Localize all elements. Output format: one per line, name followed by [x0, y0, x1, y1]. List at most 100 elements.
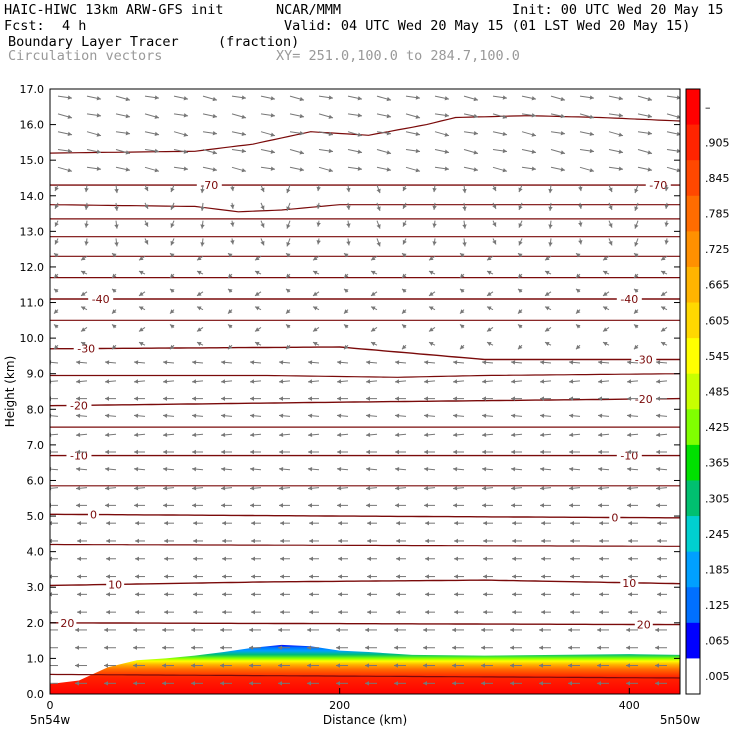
- vector-head: [191, 681, 195, 686]
- vector-head: [460, 324, 465, 329]
- vector-head: [139, 270, 144, 275]
- vector-head: [425, 574, 429, 579]
- vector-head: [598, 466, 603, 472]
- vector-head: [366, 396, 370, 401]
- contour-label-bg: [88, 292, 114, 305]
- vector-head: [346, 223, 351, 228]
- vector-head: [221, 432, 226, 438]
- vector-head: [328, 131, 333, 137]
- vector-head: [193, 520, 197, 526]
- contour-label: 0: [611, 511, 618, 524]
- vector-head: [270, 96, 275, 101]
- vector-head: [54, 204, 59, 209]
- vector-head: [570, 556, 574, 561]
- vector-head: [531, 132, 536, 137]
- vector-head: [197, 270, 202, 275]
- vector-head: [316, 240, 321, 245]
- vector-head: [357, 149, 362, 154]
- vector-head: [569, 449, 573, 455]
- vector-head: [125, 167, 130, 172]
- y-tick-label: 12.0: [20, 261, 45, 274]
- vector-head: [627, 466, 632, 472]
- section-end-label: 5n50w: [660, 713, 701, 727]
- vector-head: [221, 503, 225, 508]
- vector-head: [336, 663, 340, 668]
- vector-head: [376, 241, 381, 247]
- vector-head: [627, 432, 632, 438]
- vector-head: [626, 663, 630, 668]
- vector-head: [220, 645, 224, 650]
- vector-head: [402, 288, 407, 294]
- colorbar-label: .905: [705, 136, 730, 149]
- vector-head: [452, 645, 456, 650]
- colorbar-swatch: [686, 338, 700, 375]
- vector-head: [299, 167, 304, 172]
- vector-head: [270, 166, 275, 171]
- vector-head: [260, 223, 265, 228]
- vector-head: [454, 592, 458, 597]
- vector-head: [444, 166, 449, 171]
- vector-head: [424, 503, 428, 508]
- vector-head: [655, 681, 659, 686]
- vector-head: [337, 466, 342, 472]
- vector-head: [77, 592, 81, 597]
- vector-head: [569, 360, 574, 365]
- vector-head: [222, 592, 226, 597]
- vector-head: [255, 270, 260, 275]
- vector-head: [647, 113, 652, 119]
- vector-head: [453, 503, 457, 508]
- vector-head: [656, 466, 661, 472]
- vector-head: [366, 432, 371, 438]
- vector-head: [482, 466, 487, 472]
- vector-head: [286, 324, 291, 329]
- vector-head: [367, 520, 371, 526]
- field-units: (fraction): [218, 34, 300, 50]
- vector-head: [487, 291, 492, 296]
- vector-head: [286, 206, 291, 211]
- section-start-label: 5n54w: [30, 713, 71, 727]
- vector-head: [657, 592, 661, 597]
- vector-head: [570, 609, 574, 615]
- vector-head: [603, 270, 608, 275]
- vector-head: [54, 324, 59, 329]
- vector-head: [105, 449, 109, 455]
- vector-head: [518, 223, 523, 228]
- vector-head: [279, 486, 284, 491]
- vector-head: [462, 242, 467, 247]
- vector-head: [133, 627, 137, 633]
- vector-head: [376, 224, 381, 229]
- vector-head: [425, 520, 429, 526]
- contour-line: [50, 579, 680, 587]
- vector-head: [197, 306, 202, 311]
- vector-head: [170, 273, 175, 279]
- vector-head: [599, 592, 603, 597]
- vector-head: [164, 556, 168, 561]
- vector-head: [192, 503, 196, 508]
- colorbar-swatch: [686, 89, 700, 126]
- vector-head: [511, 486, 516, 491]
- vector-head: [502, 95, 507, 100]
- vector-head: [133, 645, 137, 650]
- vector-head: [286, 224, 291, 229]
- vector-head: [76, 413, 81, 418]
- vector-head: [221, 413, 226, 418]
- vector-head: [54, 288, 59, 294]
- vector-head: [192, 360, 197, 365]
- y-tick-label: 13.0: [20, 225, 45, 238]
- vector-head: [162, 645, 166, 650]
- vector-head: [560, 113, 565, 119]
- vector-head: [260, 187, 265, 193]
- vector-head: [366, 503, 370, 508]
- vector-head: [512, 592, 516, 597]
- vector-head: [139, 291, 144, 296]
- vector-head: [154, 168, 159, 173]
- vector-head: [139, 306, 144, 311]
- vector-head: [279, 432, 284, 438]
- vector-head: [222, 609, 226, 615]
- vector-head: [133, 681, 137, 686]
- vector-head: [511, 379, 516, 384]
- vector-head: [453, 360, 458, 365]
- vector-head: [251, 538, 255, 544]
- vector-head: [193, 556, 197, 561]
- vector-head: [402, 253, 407, 258]
